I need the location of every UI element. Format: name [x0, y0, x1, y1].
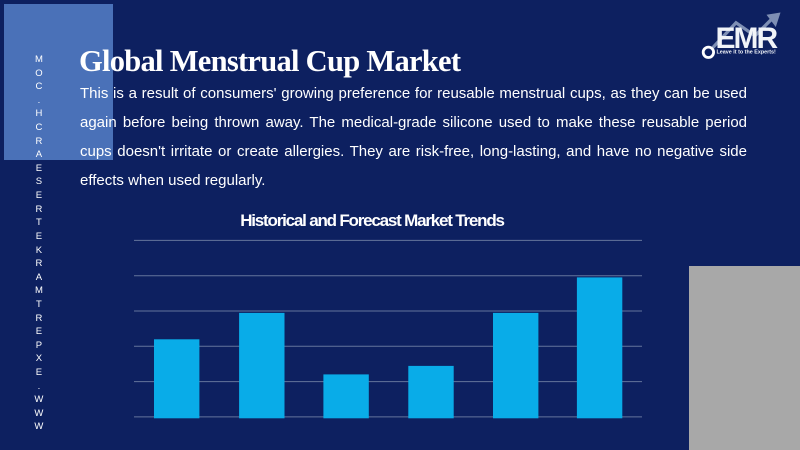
svg-text:Leave it to the Experts!: Leave it to the Experts!	[717, 50, 777, 56]
svg-text:EMR: EMR	[716, 22, 779, 55]
